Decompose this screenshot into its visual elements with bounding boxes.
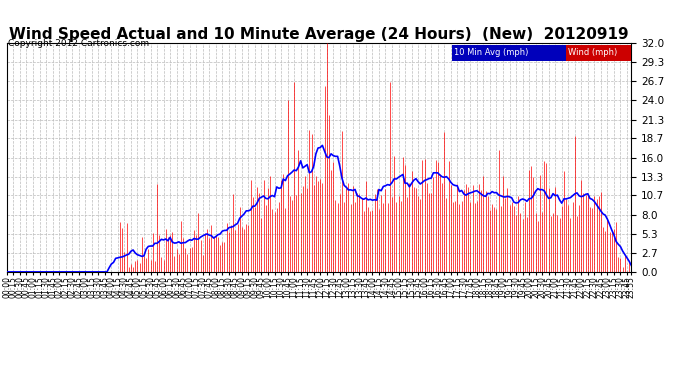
Title: Wind Speed Actual and 10 Minute Average (24 Hours)  (New)  20120919: Wind Speed Actual and 10 Minute Average … bbox=[9, 27, 629, 42]
Text: 10 Min Avg (mph): 10 Min Avg (mph) bbox=[454, 48, 529, 57]
Text: Wind (mph): Wind (mph) bbox=[568, 48, 617, 57]
Text: Copyright 2012 Cartronics.com: Copyright 2012 Cartronics.com bbox=[8, 39, 150, 48]
